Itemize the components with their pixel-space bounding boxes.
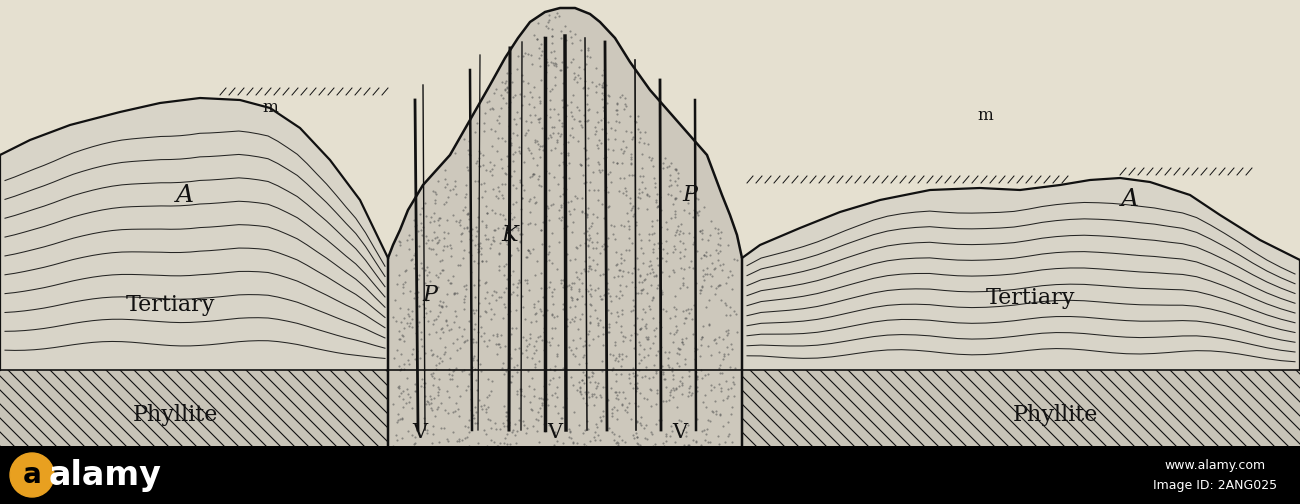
Polygon shape bbox=[742, 370, 1300, 460]
Polygon shape bbox=[387, 8, 742, 460]
Text: A: A bbox=[176, 183, 194, 207]
Text: V: V bbox=[547, 422, 563, 442]
Polygon shape bbox=[0, 98, 387, 370]
Text: V: V bbox=[412, 422, 428, 442]
Text: P: P bbox=[422, 284, 438, 306]
Text: Phyllite: Phyllite bbox=[133, 404, 217, 426]
Polygon shape bbox=[742, 178, 1300, 370]
Text: a: a bbox=[22, 461, 42, 489]
Polygon shape bbox=[387, 370, 742, 460]
Text: alamy: alamy bbox=[48, 459, 161, 491]
Polygon shape bbox=[0, 370, 387, 460]
Text: Image ID: 2ANG025: Image ID: 2ANG025 bbox=[1153, 479, 1277, 492]
Text: m: m bbox=[263, 99, 278, 116]
Text: A: A bbox=[1121, 188, 1139, 212]
Text: P: P bbox=[682, 184, 698, 206]
Text: Phyllite: Phyllite bbox=[1013, 404, 1097, 426]
Text: m: m bbox=[978, 106, 993, 123]
Text: Tertiary: Tertiary bbox=[125, 294, 214, 316]
Text: V: V bbox=[672, 422, 688, 442]
Text: www.alamy.com: www.alamy.com bbox=[1165, 460, 1266, 473]
Circle shape bbox=[10, 453, 55, 497]
Bar bbox=[0, 446, 1300, 504]
Text: K: K bbox=[502, 224, 519, 246]
Text: Tertiary: Tertiary bbox=[985, 287, 1075, 309]
